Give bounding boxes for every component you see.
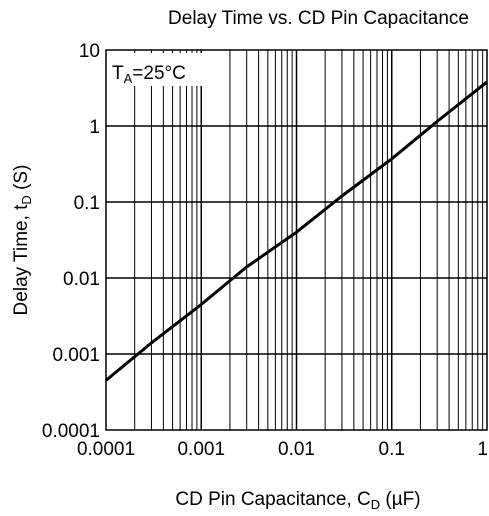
annotation-text: TA=25°C — [112, 63, 186, 86]
x-tick-label: 0.001 — [177, 439, 225, 460]
x-tick-label: 0.0001 — [77, 439, 135, 460]
x-tick-label: 0.01 — [278, 439, 315, 460]
y-tick-label: 0.01 — [63, 269, 100, 290]
x-tick-label: 0.1 — [379, 439, 405, 460]
y-tick-label: 0.0001 — [42, 421, 100, 442]
y-axis-label-unit: (S) — [11, 165, 32, 196]
major-gridlines — [106, 50, 487, 430]
y-tick-label: 1 — [89, 117, 100, 138]
temperature-annotation: TA=25°C — [108, 53, 204, 86]
x-axis-label-unit: (µF) — [380, 489, 421, 510]
annotation-background — [108, 53, 204, 86]
series-layer — [105, 80, 488, 382]
y-tick-label: 0.1 — [74, 193, 100, 214]
y-axis-label: Delay Time, tD (S) — [11, 165, 34, 316]
x-tick-label: 1 — [477, 439, 488, 460]
x-axis-label-main: CD Pin Capacitance, C — [175, 489, 370, 510]
minor-gridlines — [134, 50, 484, 430]
series-line — [105, 80, 488, 382]
y-tick-label: 0.001 — [52, 345, 100, 366]
annotation-main: T — [112, 63, 124, 84]
y-axis-label-main: Delay Time, t — [11, 204, 32, 316]
x-axis-tick-labels: 0.0001 0.001 0.01 0.1 1 — [77, 439, 488, 460]
annotation-rest: =25°C — [132, 63, 186, 84]
chart-title: Delay Time vs. CD Pin Capacitance — [168, 8, 469, 29]
y-axis-tick-labels: 0.0001 0.001 0.01 0.1 1 10 — [42, 41, 100, 442]
annotation-sub: A — [124, 71, 133, 86]
y-axis-label-sub: D — [19, 195, 34, 204]
x-axis-label: CD Pin Capacitance, CD (µF) — [175, 489, 420, 512]
x-axis-label-sub: D — [371, 497, 380, 512]
y-tick-label: 10 — [79, 41, 100, 62]
